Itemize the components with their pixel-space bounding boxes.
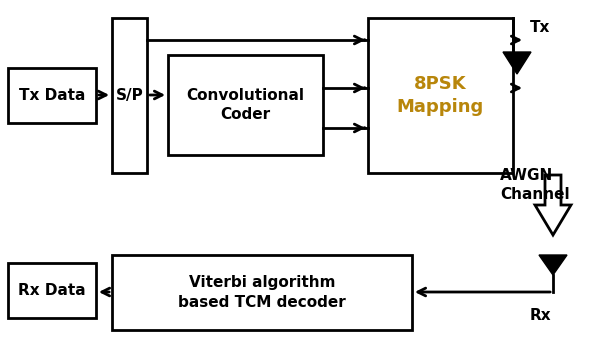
Bar [8,263,96,318]
Bar [368,18,513,173]
Text: S/P: S/P [115,88,143,103]
Bar [112,255,412,330]
Text: Tx: Tx [530,20,550,35]
Text: Viterbi algorithm
based TCM decoder: Viterbi algorithm based TCM decoder [178,275,346,310]
Text: Tx Data: Tx Data [19,88,85,103]
Text: Convolutional
Coder: Convolutional Coder [187,88,304,122]
Text: AWGN
Channel: AWGN Channel [500,168,570,202]
Bar [168,55,323,155]
Polygon shape [539,255,567,275]
Text: 8PSK
Mapping: 8PSK Mapping [397,75,484,116]
Polygon shape [535,175,571,235]
Bar [112,18,147,173]
Polygon shape [503,52,531,74]
Text: Rx: Rx [530,307,551,323]
Bar [8,68,96,123]
Text: Rx Data: Rx Data [18,283,86,298]
